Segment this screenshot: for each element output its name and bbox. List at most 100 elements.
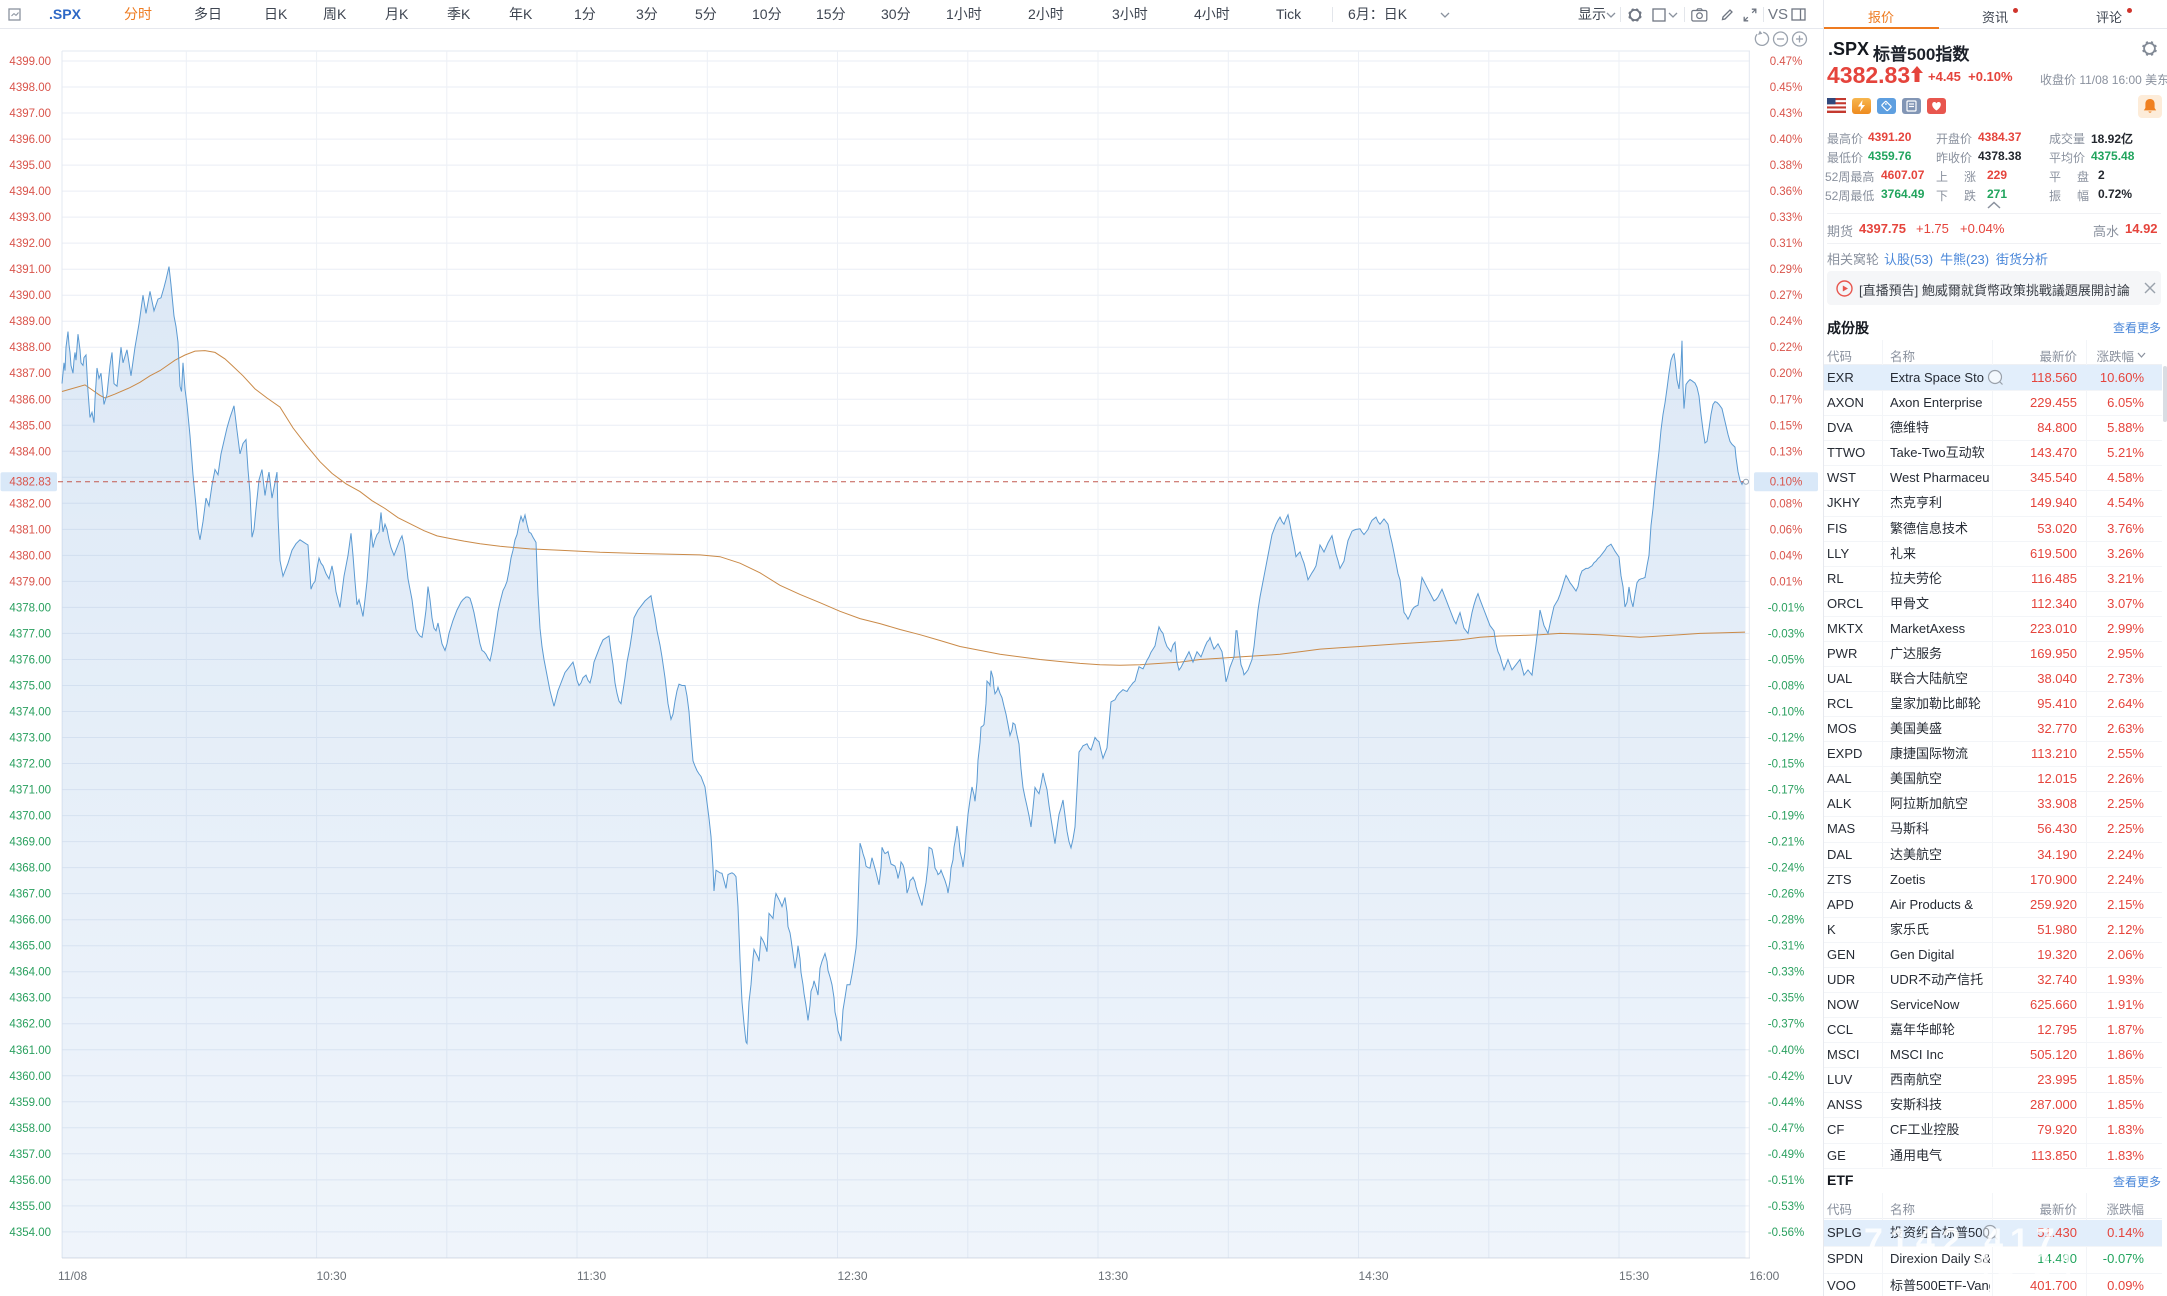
svg-text:4385.00: 4385.00 [9, 420, 51, 432]
svg-text:0.29%: 0.29% [1770, 264, 1803, 276]
svg-text:0.22%: 0.22% [1770, 342, 1803, 354]
svg-text:4387.00: 4387.00 [9, 368, 51, 380]
svg-text:4365.00: 4365.00 [9, 941, 51, 953]
svg-text:4397.00: 4397.00 [9, 108, 51, 120]
svg-text:0.06%: 0.06% [1770, 524, 1803, 536]
svg-text:0.47%: 0.47% [1770, 56, 1803, 68]
svg-text:4370.00: 4370.00 [9, 811, 51, 823]
svg-text:-0.24%: -0.24% [1768, 863, 1804, 875]
svg-text:4360.00: 4360.00 [9, 1071, 51, 1083]
svg-text:4372.00: 4372.00 [9, 759, 51, 771]
svg-text:4358.00: 4358.00 [9, 1123, 51, 1135]
svg-text:4369.00: 4369.00 [9, 837, 51, 849]
svg-text:0.38%: 0.38% [1770, 160, 1803, 172]
svg-text:4354.00: 4354.00 [9, 1227, 51, 1239]
svg-text:4382.00: 4382.00 [9, 498, 51, 510]
svg-text:4362.00: 4362.00 [9, 1019, 51, 1031]
svg-text:4382.83: 4382.83 [9, 477, 51, 489]
svg-text:4380.00: 4380.00 [9, 550, 51, 562]
svg-text:4384.00: 4384.00 [9, 446, 51, 458]
svg-text:4374.00: 4374.00 [9, 707, 51, 719]
svg-text:0.31%: 0.31% [1770, 238, 1803, 250]
svg-text:11/08: 11/08 [58, 1269, 87, 1283]
svg-text:-0.40%: -0.40% [1768, 1045, 1804, 1057]
svg-text:4381.00: 4381.00 [9, 524, 51, 536]
svg-text:-0.31%: -0.31% [1768, 941, 1804, 953]
svg-text:4363.00: 4363.00 [9, 993, 51, 1005]
svg-text:-0.21%: -0.21% [1768, 837, 1804, 849]
svg-text:-0.12%: -0.12% [1768, 733, 1804, 745]
svg-text:4356.00: 4356.00 [9, 1175, 51, 1187]
svg-text:0.43%: 0.43% [1770, 108, 1803, 120]
svg-text:0.15%: 0.15% [1770, 420, 1803, 432]
svg-text:16:00: 16:00 [1749, 1269, 1779, 1283]
svg-text:0.33%: 0.33% [1770, 212, 1803, 224]
svg-text:4373.00: 4373.00 [9, 733, 51, 745]
svg-text:4364.00: 4364.00 [9, 967, 51, 979]
svg-text:4398.00: 4398.00 [9, 82, 51, 94]
svg-text:4390.00: 4390.00 [9, 290, 51, 302]
svg-text:0.24%: 0.24% [1770, 316, 1803, 328]
svg-text:0.17%: 0.17% [1770, 394, 1803, 406]
svg-text:4367.00: 4367.00 [9, 889, 51, 901]
svg-text:4396.00: 4396.00 [9, 134, 51, 146]
svg-text:-0.44%: -0.44% [1768, 1097, 1804, 1109]
svg-text:12:30: 12:30 [838, 1269, 868, 1283]
svg-text:-0.35%: -0.35% [1768, 993, 1804, 1005]
svg-text:4376.00: 4376.00 [9, 655, 51, 667]
svg-text:-0.08%: -0.08% [1768, 681, 1804, 693]
svg-text:0.08%: 0.08% [1770, 498, 1803, 510]
svg-text:-0.17%: -0.17% [1768, 785, 1804, 797]
svg-text:0.01%: 0.01% [1770, 576, 1803, 588]
svg-text:14:30: 14:30 [1359, 1269, 1389, 1283]
svg-text:4378.00: 4378.00 [9, 602, 51, 614]
svg-text:0.20%: 0.20% [1770, 368, 1803, 380]
svg-text:0.27%: 0.27% [1770, 290, 1803, 302]
svg-text:4361.00: 4361.00 [9, 1045, 51, 1057]
svg-text:4395.00: 4395.00 [9, 160, 51, 172]
svg-text:4359.00: 4359.00 [9, 1097, 51, 1109]
svg-text:4368.00: 4368.00 [9, 863, 51, 875]
svg-text:-0.33%: -0.33% [1768, 967, 1804, 979]
svg-text:4377.00: 4377.00 [9, 628, 51, 640]
svg-text:11:30: 11:30 [577, 1269, 606, 1283]
svg-text:-0.49%: -0.49% [1768, 1149, 1804, 1161]
svg-text:4366.00: 4366.00 [9, 915, 51, 927]
svg-text:-0.51%: -0.51% [1768, 1175, 1804, 1187]
svg-text:4379.00: 4379.00 [9, 576, 51, 588]
svg-text:4393.00: 4393.00 [9, 212, 51, 224]
svg-text:-0.56%: -0.56% [1768, 1227, 1804, 1239]
svg-text:4389.00: 4389.00 [9, 316, 51, 328]
svg-text:-0.15%: -0.15% [1768, 759, 1804, 771]
svg-text:4371.00: 4371.00 [9, 785, 51, 797]
svg-text:-0.37%: -0.37% [1768, 1019, 1804, 1031]
svg-text:-0.42%: -0.42% [1768, 1071, 1804, 1083]
svg-text:-0.05%: -0.05% [1768, 655, 1804, 667]
svg-text:-0.53%: -0.53% [1768, 1201, 1804, 1213]
svg-text:0.45%: 0.45% [1770, 82, 1803, 94]
svg-text:-0.47%: -0.47% [1768, 1123, 1804, 1135]
svg-text:10:30: 10:30 [317, 1269, 347, 1283]
svg-text:4386.00: 4386.00 [9, 394, 51, 406]
svg-text:4399.00: 4399.00 [9, 56, 51, 68]
svg-text:13:30: 13:30 [1098, 1269, 1128, 1283]
svg-text:-0.03%: -0.03% [1768, 628, 1804, 640]
svg-text:4394.00: 4394.00 [9, 186, 51, 198]
svg-text:4388.00: 4388.00 [9, 342, 51, 354]
svg-text:0.40%: 0.40% [1770, 134, 1803, 146]
svg-text:4391.00: 4391.00 [9, 264, 51, 276]
svg-text:0.10%: 0.10% [1770, 477, 1803, 489]
svg-text:4357.00: 4357.00 [9, 1149, 51, 1161]
svg-text:-0.28%: -0.28% [1768, 915, 1804, 927]
svg-text:-0.10%: -0.10% [1768, 707, 1804, 719]
svg-text:0.13%: 0.13% [1770, 446, 1803, 458]
svg-text:4355.00: 4355.00 [9, 1201, 51, 1213]
svg-text:-0.01%: -0.01% [1768, 602, 1804, 614]
svg-text:0.36%: 0.36% [1770, 186, 1803, 198]
svg-text:4375.00: 4375.00 [9, 681, 51, 693]
svg-text:0.04%: 0.04% [1770, 550, 1803, 562]
svg-text:-0.26%: -0.26% [1768, 889, 1804, 901]
svg-text:15:30: 15:30 [1619, 1269, 1649, 1283]
svg-text:4392.00: 4392.00 [9, 238, 51, 250]
svg-text:-0.19%: -0.19% [1768, 811, 1804, 823]
